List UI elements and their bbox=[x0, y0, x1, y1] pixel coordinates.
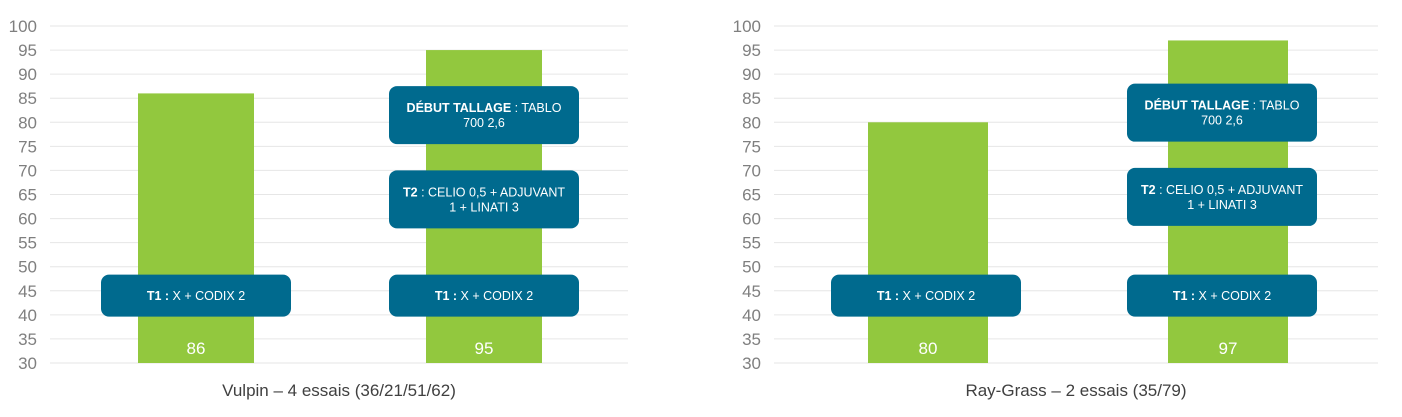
treatment-annotation-box bbox=[101, 274, 291, 317]
treatment-label-bold: T1 : bbox=[147, 289, 169, 303]
y-tick-label: 40 bbox=[18, 306, 37, 325]
bar bbox=[138, 93, 254, 364]
y-tick-label: 30 bbox=[18, 354, 37, 373]
treatment-label-bold: DÉBUT TALLAGE bbox=[407, 100, 512, 115]
treatment-annotation-text: 700 2,6 bbox=[1201, 114, 1243, 128]
treatment-annotation-box bbox=[389, 274, 579, 317]
bar-value-label: 80 bbox=[919, 339, 938, 358]
treatment-label: X + CODIX 2 bbox=[899, 289, 975, 303]
treatment-label: X + CODIX 2 bbox=[169, 289, 245, 303]
treatment-label: X + CODIX 2 bbox=[457, 289, 533, 303]
y-tick-label: 75 bbox=[18, 137, 37, 156]
treatment-label-bold: T2 bbox=[1141, 183, 1156, 197]
treatment-label-bold: T1 : bbox=[1173, 289, 1195, 303]
y-tick-label: 90 bbox=[742, 65, 761, 84]
chart-vulpin: 100 95 90 85 80 75 70 65 60 55 50 45 40 35 30 86 95 T1 : … bbox=[9, 17, 628, 400]
y-tick-label: 100 bbox=[733, 17, 761, 36]
y-tick-label: 80 bbox=[742, 113, 761, 132]
treatment-annotation-box bbox=[831, 274, 1021, 317]
y-tick-label: 35 bbox=[742, 330, 761, 349]
treatment-annotation-box bbox=[389, 86, 579, 145]
treatment-annotation-text: T2 : CELIO 0,5 + ADJUVANT bbox=[1141, 183, 1303, 197]
treatment-annotation-box bbox=[1127, 274, 1317, 317]
y-tick-label: 40 bbox=[742, 306, 761, 325]
treatment-label: 700 2,6 bbox=[463, 116, 505, 130]
treatment-annotation-box bbox=[1127, 167, 1317, 226]
y-tick-label: 55 bbox=[742, 234, 761, 253]
treatment-annotation-text: DÉBUT TALLAGE : TABLO bbox=[1145, 98, 1300, 113]
treatment-label: : TABLO bbox=[1249, 99, 1300, 113]
y-tick-label: 45 bbox=[742, 282, 761, 301]
treatment-annotation-text: T1 : X + CODIX 2 bbox=[1173, 289, 1271, 303]
treatment-annotation-text: 1 + LINATI 3 bbox=[1187, 198, 1257, 212]
y-tick-label: 30 bbox=[742, 354, 761, 373]
treatment-annotation-box bbox=[1127, 83, 1317, 142]
y-tick-label: 50 bbox=[18, 258, 37, 277]
treatment-annotation-text: T1 : X + CODIX 2 bbox=[877, 289, 975, 303]
treatment-annotation-text: DÉBUT TALLAGE : TABLO bbox=[407, 100, 562, 115]
y-tick-label: 45 bbox=[18, 282, 37, 301]
y-tick-label: 95 bbox=[18, 41, 37, 60]
y-tick-label: 70 bbox=[742, 161, 761, 180]
y-tick-label: 85 bbox=[18, 89, 37, 108]
treatment-label-bold: T2 bbox=[403, 185, 418, 199]
treatment-annotation-text: T1 : X + CODIX 2 bbox=[147, 289, 245, 303]
y-tick-label: 50 bbox=[742, 258, 761, 277]
treatment-annotation-text: T1 : X + CODIX 2 bbox=[435, 289, 533, 303]
y-tick-label: 35 bbox=[18, 330, 37, 349]
treatment-annotation-text: 1 + LINATI 3 bbox=[449, 200, 519, 214]
y-tick-label: 55 bbox=[18, 234, 37, 253]
y-tick-label: 90 bbox=[18, 65, 37, 84]
y-tick-label: 65 bbox=[742, 186, 761, 205]
y-tick-label: 60 bbox=[742, 210, 761, 229]
treatment-label-bold: T1 : bbox=[435, 289, 457, 303]
treatment-label: 1 + LINATI 3 bbox=[1187, 198, 1257, 212]
bar-value-label: 95 bbox=[475, 339, 494, 358]
y-tick-label: 75 bbox=[742, 137, 761, 156]
bar-value-label: 97 bbox=[1219, 339, 1238, 358]
treatment-annotation-box bbox=[389, 170, 579, 229]
treatment-label: 700 2,6 bbox=[1201, 114, 1243, 128]
treatment-label: 1 + LINATI 3 bbox=[449, 200, 519, 214]
y-tick-label: 80 bbox=[18, 113, 37, 132]
bar-value-label: 86 bbox=[187, 339, 206, 358]
treatment-label-bold: T1 : bbox=[877, 289, 899, 303]
treatment-annotation-text: T2 : CELIO 0,5 + ADJUVANT bbox=[403, 185, 565, 199]
treatment-annotation-text: 700 2,6 bbox=[463, 116, 505, 130]
y-tick-label: 95 bbox=[742, 41, 761, 60]
x-axis-label: Ray-Grass – 2 essais (35/79) bbox=[965, 381, 1186, 400]
y-tick-label: 65 bbox=[18, 186, 37, 205]
treatment-label-bold: DÉBUT TALLAGE bbox=[1145, 98, 1250, 113]
y-tick-label: 100 bbox=[9, 17, 37, 36]
treatment-label: : CELIO 0,5 + ADJUVANT bbox=[1156, 183, 1304, 197]
y-tick-label: 60 bbox=[18, 210, 37, 229]
y-tick-label: 85 bbox=[742, 89, 761, 108]
y-tick-label: 70 bbox=[18, 161, 37, 180]
chart-ray-grass: 100 95 90 85 80 75 70 65 60 55 50 45 40 35 30 80 97 T1 : … bbox=[733, 17, 1378, 400]
treatment-label: : TABLO bbox=[511, 101, 562, 115]
bar bbox=[868, 122, 988, 364]
x-axis-label: Vulpin – 4 essais (36/21/51/62) bbox=[222, 381, 456, 400]
treatment-label: X + CODIX 2 bbox=[1195, 289, 1271, 303]
treatment-label: : CELIO 0,5 + ADJUVANT bbox=[418, 185, 566, 199]
